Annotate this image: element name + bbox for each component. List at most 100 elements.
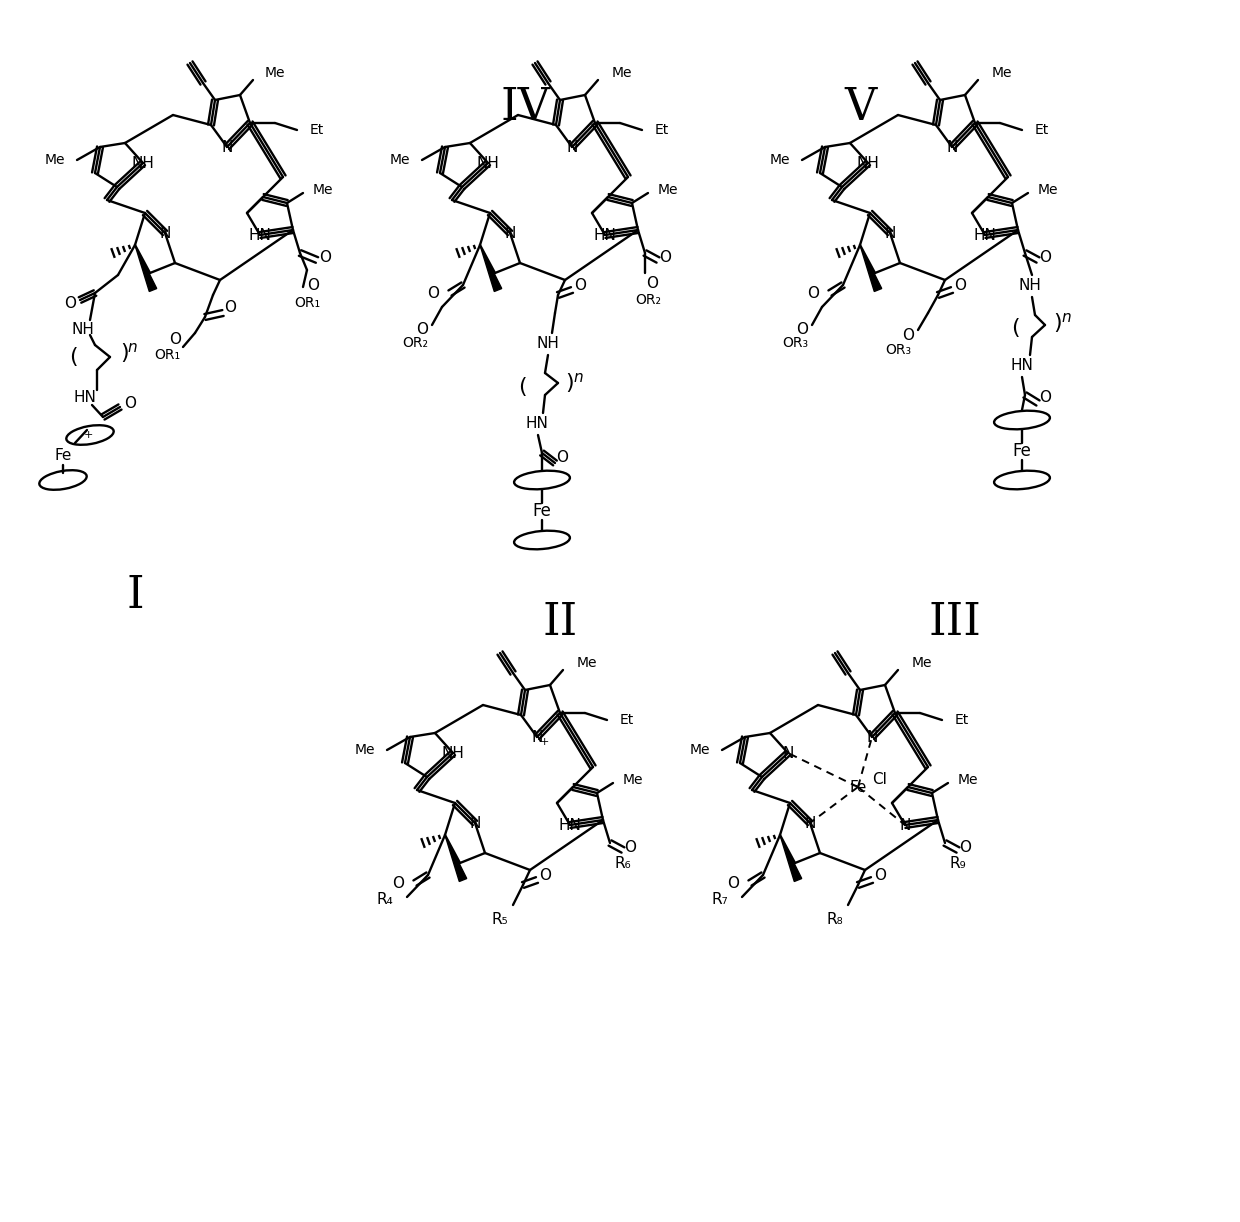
Text: Me: Me <box>689 743 711 756</box>
Text: O: O <box>124 396 136 411</box>
Text: Me: Me <box>959 774 978 787</box>
Text: O: O <box>1039 249 1052 264</box>
Text: NH: NH <box>1018 277 1042 292</box>
Text: O: O <box>224 299 236 314</box>
Text: N: N <box>505 226 516 241</box>
Text: Fe: Fe <box>55 447 72 462</box>
Text: Fe: Fe <box>1013 442 1032 459</box>
Text: O: O <box>727 875 739 891</box>
Text: OR₂: OR₂ <box>402 336 428 349</box>
Text: Et: Et <box>1035 123 1049 137</box>
Text: O: O <box>319 249 331 264</box>
Text: Me: Me <box>389 153 410 167</box>
Text: Me: Me <box>45 153 64 167</box>
Text: Et: Et <box>310 123 324 137</box>
Text: O: O <box>1039 390 1052 404</box>
Text: O: O <box>556 451 568 466</box>
Text: N: N <box>805 815 816 831</box>
Text: N: N <box>221 139 233 154</box>
Text: Et: Et <box>620 712 634 727</box>
Text: R₈: R₈ <box>827 913 843 927</box>
Text: N: N <box>159 226 171 241</box>
Text: O: O <box>954 277 966 292</box>
Text: R₆: R₆ <box>615 855 631 870</box>
Text: +: + <box>83 430 93 440</box>
Text: Me: Me <box>613 66 632 79</box>
Text: O: O <box>574 277 587 292</box>
Text: O: O <box>901 327 914 342</box>
Text: Fe: Fe <box>849 780 867 794</box>
Text: (: ( <box>517 378 526 397</box>
Text: N: N <box>567 139 578 154</box>
Text: O: O <box>874 868 887 882</box>
Text: N: N <box>946 139 957 154</box>
Text: O: O <box>646 275 658 291</box>
Text: NH: NH <box>857 155 879 171</box>
Text: NH: NH <box>476 155 500 171</box>
Text: HN: HN <box>248 227 272 242</box>
Text: R₄: R₄ <box>377 892 393 908</box>
Text: (: ( <box>68 347 77 367</box>
Text: Me: Me <box>1038 183 1059 197</box>
Text: n: n <box>128 341 136 356</box>
Text: ): ) <box>1054 313 1063 334</box>
Text: IV: IV <box>500 86 549 128</box>
Text: OR₂: OR₂ <box>635 293 661 307</box>
Text: NH: NH <box>131 155 155 171</box>
Text: OR₃: OR₃ <box>782 336 808 349</box>
Text: Me: Me <box>312 183 334 197</box>
Text: Et: Et <box>955 712 970 727</box>
Text: HN: HN <box>1011 358 1033 373</box>
Text: I: I <box>126 573 144 617</box>
Text: n: n <box>1061 310 1071 325</box>
Text: OR₁: OR₁ <box>154 348 180 362</box>
Text: NH: NH <box>441 745 465 760</box>
Text: OR₃: OR₃ <box>885 343 911 357</box>
Text: O: O <box>415 323 428 337</box>
Text: O: O <box>539 868 551 882</box>
Text: HN: HN <box>973 227 997 242</box>
Text: O: O <box>624 840 636 854</box>
Text: R₇: R₇ <box>712 892 728 908</box>
Text: Me: Me <box>577 656 598 670</box>
Text: O: O <box>796 323 808 337</box>
Text: NH: NH <box>537 336 559 351</box>
Text: HN: HN <box>594 227 616 242</box>
Text: N: N <box>867 730 878 744</box>
Text: Me: Me <box>992 66 1013 79</box>
Polygon shape <box>480 244 502 292</box>
Text: (: ( <box>1011 318 1019 338</box>
Text: O: O <box>64 296 76 310</box>
Text: O: O <box>658 249 671 264</box>
Text: O: O <box>807 286 818 301</box>
Text: N: N <box>884 226 895 241</box>
Text: Fe: Fe <box>532 502 552 521</box>
Text: III: III <box>929 600 981 644</box>
Text: Me: Me <box>355 743 374 756</box>
Text: HN: HN <box>526 415 548 430</box>
Polygon shape <box>135 244 156 292</box>
Text: ): ) <box>565 373 574 393</box>
Text: V: V <box>844 86 877 128</box>
Text: O: O <box>392 875 404 891</box>
Text: N: N <box>531 730 543 744</box>
Text: +: + <box>539 737 548 747</box>
Text: HN: HN <box>73 391 97 406</box>
Polygon shape <box>780 835 802 881</box>
Text: N: N <box>899 818 910 832</box>
Text: Et: Et <box>655 123 670 137</box>
Text: N: N <box>469 815 481 831</box>
Text: O: O <box>169 332 181 347</box>
Text: O: O <box>308 277 319 292</box>
Text: Me: Me <box>658 183 678 197</box>
Polygon shape <box>861 244 882 292</box>
Text: Cl: Cl <box>873 772 888 787</box>
Text: O: O <box>959 840 971 854</box>
Text: n: n <box>573 369 583 385</box>
Text: OR₁: OR₁ <box>294 296 320 310</box>
Text: Me: Me <box>622 774 644 787</box>
Text: N: N <box>782 745 794 760</box>
Text: HN: HN <box>558 818 582 832</box>
Text: ): ) <box>120 343 129 363</box>
Text: R₅: R₅ <box>492 913 508 927</box>
